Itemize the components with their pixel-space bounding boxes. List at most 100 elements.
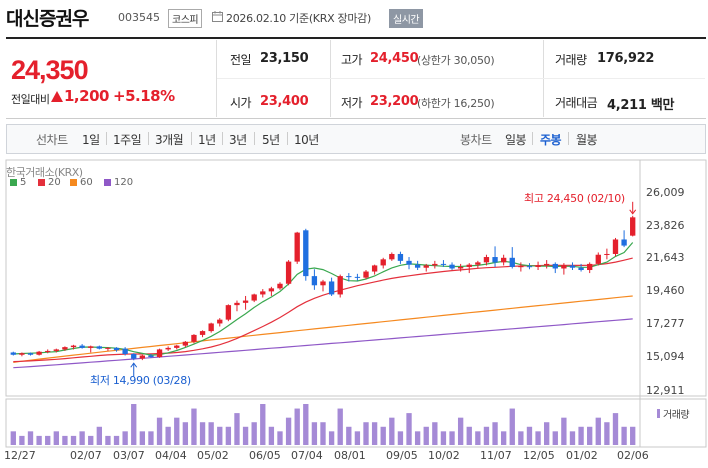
candle-body	[156, 349, 163, 358]
volume-bar	[217, 426, 223, 445]
candle-body	[62, 347, 68, 350]
volume-bar	[182, 422, 189, 445]
volume-bar	[10, 431, 16, 445]
volume-bar	[268, 426, 275, 445]
tab-weekly[interactable]: 주봉	[540, 133, 562, 147]
volume-label: 거래량	[555, 53, 587, 67]
candle-body	[174, 345, 180, 348]
candle-body	[552, 263, 558, 269]
candle-body	[96, 346, 102, 349]
candle-body	[45, 350, 51, 352]
tab-5years[interactable]: 5년	[262, 133, 280, 147]
clock-icon	[212, 11, 223, 22]
chart-frame	[5, 159, 707, 397]
divider	[191, 132, 192, 145]
candle-body	[191, 334, 197, 342]
volume-bar	[414, 431, 421, 445]
volume-bar	[457, 417, 464, 445]
tab-1year[interactable]: 1년	[198, 133, 216, 147]
candle-body	[544, 263, 550, 266]
upper-limit: (상한가 30,050)	[417, 54, 495, 67]
legend-label: 60	[80, 177, 93, 188]
candle-body	[294, 232, 300, 262]
volume-bar	[199, 422, 206, 445]
y-tick-label: 12,911	[646, 384, 685, 397]
tab-10years[interactable]: 10년	[294, 133, 319, 147]
legend-ma60: 60	[70, 177, 93, 188]
volume-bar	[62, 435, 68, 445]
line-chart-label: 선차트	[36, 133, 68, 147]
x-tick-label: 10/02	[428, 449, 460, 462]
price-summary-panel	[6, 37, 706, 119]
high-marker-arrowhead	[629, 209, 637, 215]
volume-bar	[389, 417, 395, 445]
candle-body	[569, 265, 576, 268]
volume-bar	[148, 431, 154, 445]
volume-bar	[277, 431, 283, 445]
candle-body	[225, 305, 232, 320]
candle-body	[587, 263, 593, 271]
candle-body	[251, 294, 257, 301]
change-value: 1,200	[64, 87, 109, 105]
candle-body	[561, 265, 567, 269]
volume-bar	[88, 435, 94, 445]
legend-swatch	[10, 179, 17, 186]
legend-label: 5	[20, 177, 27, 188]
volume-bar	[242, 426, 249, 445]
volume-bar	[79, 431, 85, 445]
candle-body	[27, 353, 34, 355]
candle-body	[475, 262, 481, 265]
volume-bar	[526, 426, 533, 445]
candle-body	[466, 264, 472, 267]
low-label: 저가	[341, 96, 363, 110]
volume-bar	[354, 431, 361, 445]
volume-bar	[432, 422, 438, 445]
chart-source: 한국거래소(KRX)	[6, 166, 83, 179]
volume-bar	[122, 431, 128, 445]
candle-body	[440, 263, 447, 265]
candle-body	[621, 239, 627, 246]
y-tick-label: 15,094	[646, 350, 685, 363]
tab-monthly[interactable]: 월봉	[576, 133, 598, 147]
volume-bar	[27, 431, 34, 445]
volume-bar	[96, 426, 102, 445]
ma5-line	[13, 242, 634, 356]
volume-bar	[139, 431, 146, 445]
volume-bar	[492, 422, 498, 445]
tab-1day[interactable]: 1일	[82, 133, 100, 147]
low-marker-arrowhead	[130, 362, 138, 368]
volume-bar	[131, 404, 137, 445]
tab-daily[interactable]: 일봉	[505, 133, 527, 147]
candle-body	[277, 283, 283, 289]
volume-bar	[208, 422, 214, 445]
volume-bar	[466, 426, 472, 445]
legend-label: 거래량	[663, 410, 690, 421]
candle-body	[36, 351, 42, 355]
change-percent: +5.18%	[113, 87, 175, 105]
open-value: 23,400	[260, 94, 309, 109]
volume-bar	[260, 404, 266, 445]
lower-limit: (하한가 16,250)	[417, 97, 495, 110]
candle-body	[268, 288, 275, 292]
candle-body	[148, 355, 154, 358]
volume-bar	[406, 413, 412, 445]
open-label: 시가	[230, 96, 252, 110]
candle-body	[139, 355, 146, 359]
volume-bar	[449, 431, 455, 445]
prev-close-label: 전일	[230, 53, 252, 67]
candle-body	[397, 253, 404, 261]
candle-body	[217, 319, 223, 324]
volume-bar	[53, 431, 59, 445]
volume-bar	[294, 408, 300, 445]
legend-label: 20	[48, 177, 61, 188]
tab-3years[interactable]: 3년	[229, 133, 247, 147]
volume-bar	[621, 426, 627, 445]
candle-body	[423, 265, 429, 268]
tab-3months[interactable]: 3개월	[155, 133, 184, 147]
realtime-button[interactable]: 실시간	[389, 9, 424, 28]
tab-1week[interactable]: 1주일	[113, 133, 142, 147]
candle-body	[483, 257, 490, 263]
x-tick-label: 12/05	[523, 449, 555, 462]
volume-bar	[303, 404, 309, 445]
